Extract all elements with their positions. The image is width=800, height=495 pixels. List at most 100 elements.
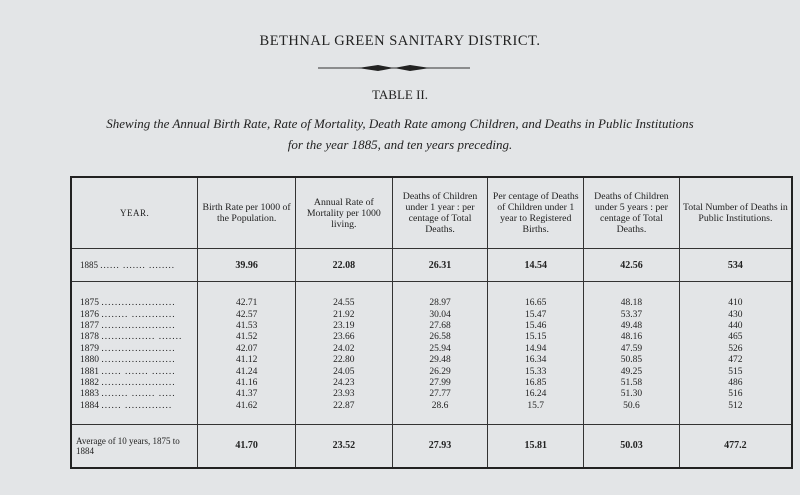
value-cell: 27.99 [391,377,488,390]
value-cell: 26.29 [391,366,488,378]
value-cell: 15.47 [487,309,584,321]
table-label: TABLE II. [372,87,428,102]
value-cell: 23.19 [295,320,393,333]
value-cell: 28.97 [391,281,488,310]
leader-dots: ...................... [101,355,176,366]
value-cell: 486 [678,377,792,390]
table-row: 1875 ...................... 42.71 24.55 28.… [71,281,792,310]
year-cell: 1876 ........ ............. [71,309,198,320]
column-header: Deaths of Children under 5 years : per c… [583,177,680,249]
value-cell: 49.48 [583,320,680,333]
value-cell: 22.87 [295,400,393,425]
value-cell: 51.58 [583,377,680,390]
value-cell: 41.62 [197,400,296,425]
mortality-table: YEAR. Birth Rate per 1000 of the Populat… [70,176,793,469]
value-cell: 15.7 [487,400,584,425]
year-label: 1879 [80,343,99,354]
value-cell: 41.53 [197,320,296,333]
value-cell: 26.31 [391,248,488,282]
value-cell: 51.30 [583,389,680,401]
table-row: 1878 ................ ....... 41.52 23.66 2… [71,332,792,344]
year-cell: 1881 ...... ....... ....... [71,366,198,377]
leader-dots: ...................... [101,377,176,388]
current-year-row: 1885 ...... ....... ........ 39.96 22.08… [71,248,792,282]
table-row: 1877 ...................... 41.53 23.19 27.… [71,320,792,333]
value-cell: 534 [678,248,792,282]
value-cell: 41.12 [197,354,296,367]
value-cell: 465 [678,332,792,344]
column-header: YEAR. [71,177,198,249]
value-cell: 47.59 [583,343,680,355]
value-cell: 27.93 [391,423,488,468]
value-cell: 430 [678,309,792,321]
value-cell: 50.03 [583,423,680,468]
value-cell: 42.71 [197,281,296,310]
value-cell: 41.16 [197,377,296,390]
year-label: 1885 [80,260,98,270]
year-label: 1882 [80,377,99,388]
year-cell: 1882 ...................... [71,378,198,389]
value-cell: 15.81 [487,423,584,468]
value-cell: 39.96 [197,248,296,282]
year-label: 1878 [80,332,99,343]
value-cell: 41.70 [197,423,296,468]
leader-dots: ...................... [101,343,176,354]
table-row: 1880 ...................... 41.12 22.80 29.… [71,354,792,367]
year-label: 1876 [80,309,99,320]
value-cell: 26.58 [391,332,488,344]
value-cell: 14.94 [487,343,584,355]
value-cell: 42.57 [197,309,296,321]
value-cell: 14.54 [487,248,584,282]
value-cell: 41.37 [197,389,296,401]
table-row: 1884 ...... .............. 41.62 22.87 28.6… [71,400,792,425]
value-cell: 472 [678,354,792,367]
value-cell: 23.66 [295,332,393,344]
year-label: 1877 [80,320,99,331]
header-row: YEAR. Birth Rate per 1000 of the Populat… [71,177,792,249]
year-cell: 1879 ...................... [71,344,198,355]
leader-dots: ...................... [101,298,176,309]
column-header: Deaths of Children under 1 year : per ce… [391,177,488,249]
value-cell: 15.15 [487,332,584,344]
value-cell: 15.33 [487,366,584,378]
average-row: Average of 10 years, 1875 to 1884 41.70 … [71,423,792,468]
value-cell: 42.07 [197,343,296,355]
table-row: 1879 ...................... 42.07 24.02 25.… [71,343,792,355]
value-cell: 29.48 [391,354,488,367]
leader-dots: ...................... [101,320,176,331]
value-cell: 50.85 [583,354,680,367]
year-label: 1875 [80,298,99,309]
table-row: 1883 ........ ....... ..... 41.37 23.93 27.… [71,389,792,401]
value-cell: 23.93 [295,389,393,401]
value-cell: 42.56 [583,248,680,282]
column-header: Annual Rate of Mortality per 1000 living… [295,177,393,249]
column-header: Per centage of Deaths of Children under … [487,177,584,249]
leader-dots: ...... ....... ........ [100,260,175,270]
value-cell: 16.34 [487,354,584,367]
leader-dots: ................ ....... [101,332,183,343]
value-cell: 27.77 [391,389,488,401]
value-cell: 53.37 [583,309,680,321]
district-heading: BETHNAL GREEN SANITARY DISTRICT. [259,33,541,49]
leader-dots: ........ ....... ..... [101,389,176,400]
leader-dots: ...... ....... ....... [101,366,176,377]
value-cell: 48.18 [583,281,680,310]
value-cell: 516 [678,389,792,401]
value-cell: 16.85 [487,377,584,390]
average-label: Average of 10 years, 1875 to 1884 [71,423,198,468]
value-cell: 24.02 [295,343,393,355]
value-cell: 23.52 [295,423,393,468]
table-row: 1882 ...................... 41.16 24.23 27.… [71,377,792,390]
value-cell: 41.24 [197,366,296,378]
value-cell: 21.92 [295,309,393,321]
value-cell: 16.24 [487,389,584,401]
year-label: 1884 [80,400,99,411]
year-label: 1880 [80,355,99,366]
value-cell: 515 [678,366,792,378]
ornament-divider [318,65,470,71]
value-cell: 24.55 [295,281,393,310]
value-cell: 48.16 [583,332,680,344]
value-cell: 512 [678,400,792,425]
value-cell: 477.2 [678,423,792,468]
value-cell: 22.80 [295,354,393,367]
